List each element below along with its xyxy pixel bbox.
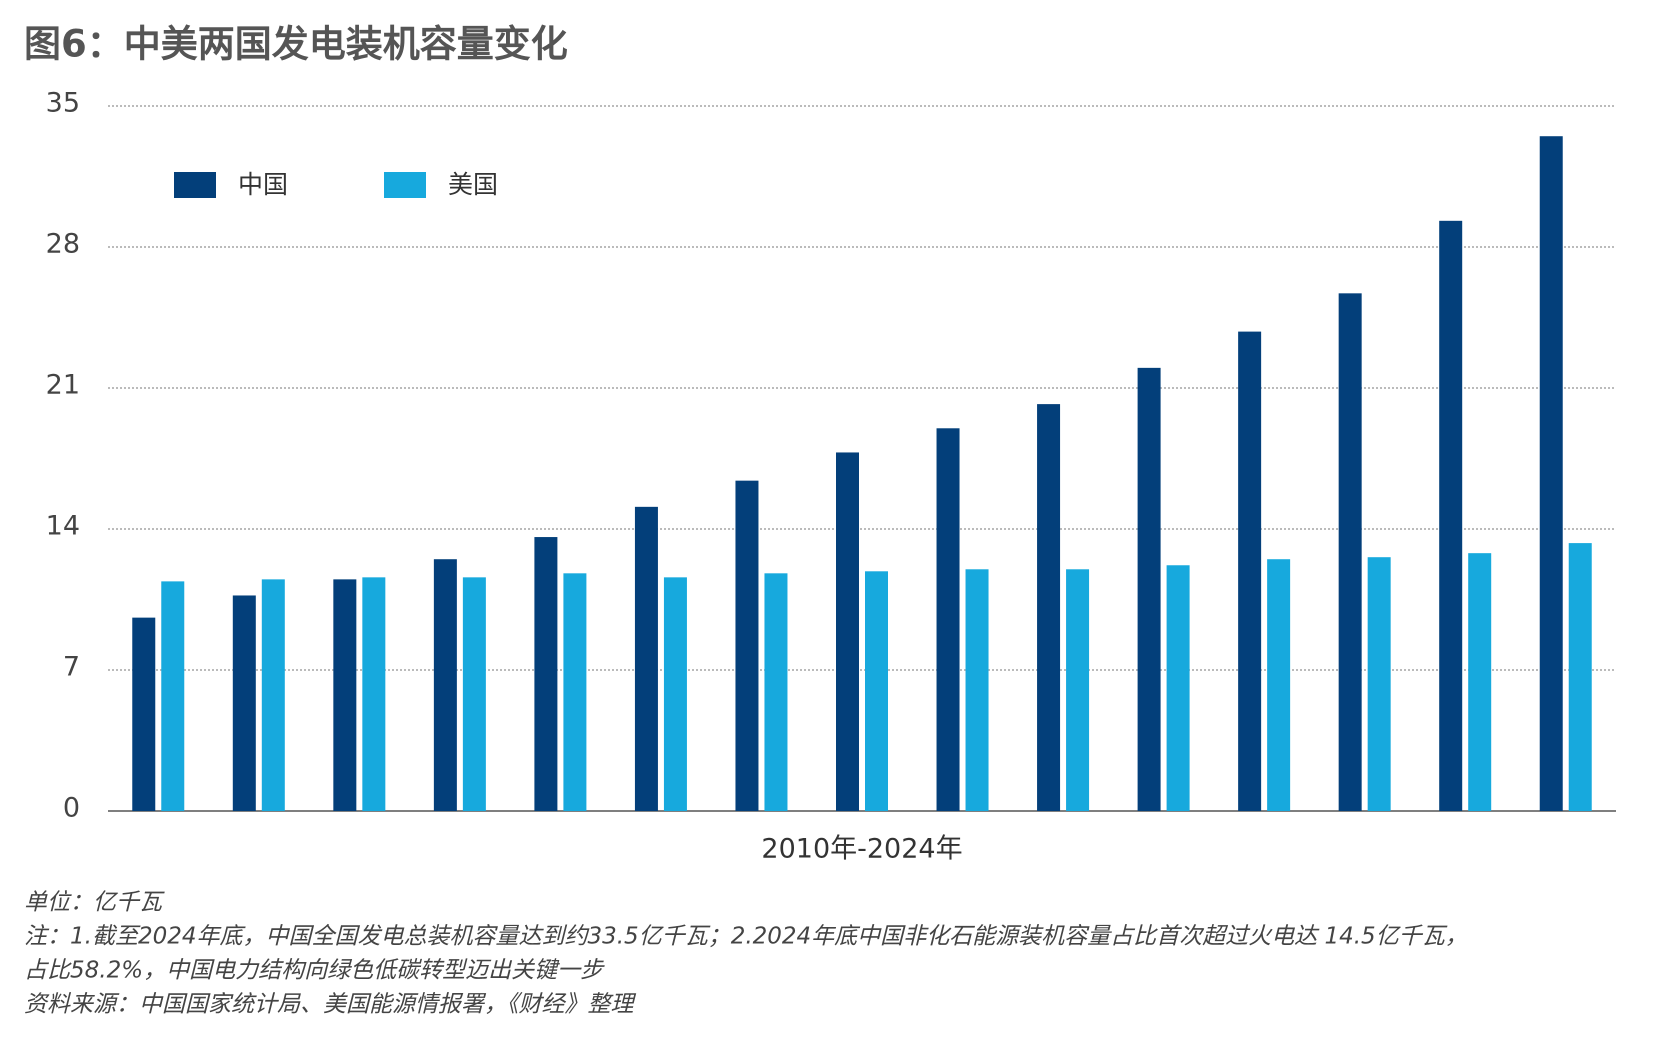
x-axis-label: 2010年-2024年 — [761, 834, 962, 865]
bar — [362, 577, 386, 811]
bar — [333, 579, 357, 811]
chart-title: 图6：中美两国发电装机容量变化 — [24, 23, 568, 66]
bar — [1468, 553, 1492, 811]
bar — [1066, 569, 1090, 811]
bar — [1137, 367, 1161, 811]
bar — [433, 559, 457, 811]
bar — [735, 480, 759, 811]
bar — [1338, 293, 1362, 811]
legend-label: 美国 — [448, 170, 498, 199]
bar — [132, 617, 156, 811]
bar — [965, 569, 989, 811]
bar — [663, 577, 687, 811]
footnote: 注：1.截至2024年底，中国全国发电总装机容量达到约33.5亿千瓦；2.202… — [24, 924, 1468, 950]
bar — [1238, 331, 1262, 811]
bar — [764, 573, 788, 811]
footnote: 单位：亿千瓦 — [24, 890, 165, 916]
y-tick-label: 21 — [46, 370, 80, 401]
bar — [1166, 565, 1190, 811]
bar — [1568, 543, 1592, 811]
footnote: 占比58.2%，中国电力结构向绿色低碳转型迈出关键一步 — [24, 958, 605, 984]
bar — [936, 428, 960, 811]
y-tick-label: 35 — [46, 88, 80, 119]
bar — [1267, 559, 1291, 811]
y-tick-label: 14 — [46, 511, 80, 542]
bar — [563, 573, 587, 811]
footnote: 资料来源：中国国家统计局、美国能源情报署，《财经》整理 — [24, 992, 637, 1018]
legend-label: 中国 — [238, 170, 288, 199]
bar — [261, 579, 285, 811]
bar — [1367, 557, 1391, 811]
bar — [1539, 136, 1563, 811]
y-tick-label: 28 — [46, 229, 80, 260]
bar — [836, 452, 859, 811]
bar — [161, 581, 185, 811]
bar — [534, 537, 558, 811]
bar — [462, 577, 486, 811]
bar — [634, 506, 658, 811]
legend-swatch — [174, 172, 216, 198]
bar — [1439, 220, 1463, 812]
legend-swatch — [384, 172, 426, 198]
bar — [232, 595, 256, 811]
bar — [1037, 404, 1061, 811]
y-tick-label: 7 — [63, 652, 80, 683]
bar — [865, 571, 888, 811]
y-tick-label: 0 — [63, 793, 80, 824]
